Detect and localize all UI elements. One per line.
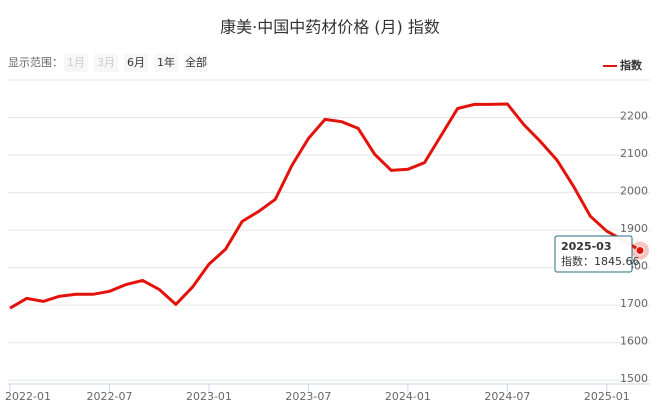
range-button-label[interactable]: 6月 <box>127 56 145 69</box>
range-button[interactable] <box>154 54 178 72</box>
range-button <box>64 54 88 72</box>
y-tick-label: 1900 <box>620 222 648 235</box>
x-tick-label: 2025-01 <box>584 390 630 403</box>
x-tick-label: 2024-07 <box>484 390 530 403</box>
tooltip-number: 1845.66 <box>594 255 640 268</box>
y-tick-label: 1600 <box>620 335 648 348</box>
range-button-label: 3月 <box>97 56 115 69</box>
y-tick-label: 2000 <box>620 185 648 198</box>
range-label: 显示范围： <box>8 55 63 69</box>
x-tick-label: 2023-01 <box>186 390 232 403</box>
x-tick-label: 2024-01 <box>385 390 431 403</box>
y-tick-label: 2200 <box>620 110 648 123</box>
tooltip-label: 指数： <box>561 254 594 268</box>
range-button[interactable] <box>184 54 208 72</box>
tooltip-value: 指数：1845.66 <box>561 254 640 268</box>
range-button-label[interactable]: 全部 <box>185 55 207 69</box>
range-button-label: 1月 <box>67 56 85 69</box>
x-tick-label: 2022-01 <box>5 390 51 403</box>
y-tick-label: 1500 <box>620 372 648 385</box>
x-tick-label: 2022-07 <box>86 390 132 403</box>
x-tick-label: 2023-07 <box>285 390 331 403</box>
legend-label[interactable]: 指数 <box>620 58 643 72</box>
range-button[interactable] <box>124 54 148 72</box>
range-button-label[interactable]: 1年 <box>157 55 175 69</box>
chart-title: 康美·中国中药材价格 (月) 指数 <box>220 18 440 37</box>
tooltip-title: 2025-03 <box>561 240 612 253</box>
y-tick-label: 1700 <box>620 297 648 310</box>
y-tick-label: 2100 <box>620 147 648 160</box>
series-line <box>9 102 641 310</box>
tooltip-box <box>554 235 633 273</box>
range-button <box>94 54 118 72</box>
hover-point <box>635 246 645 256</box>
